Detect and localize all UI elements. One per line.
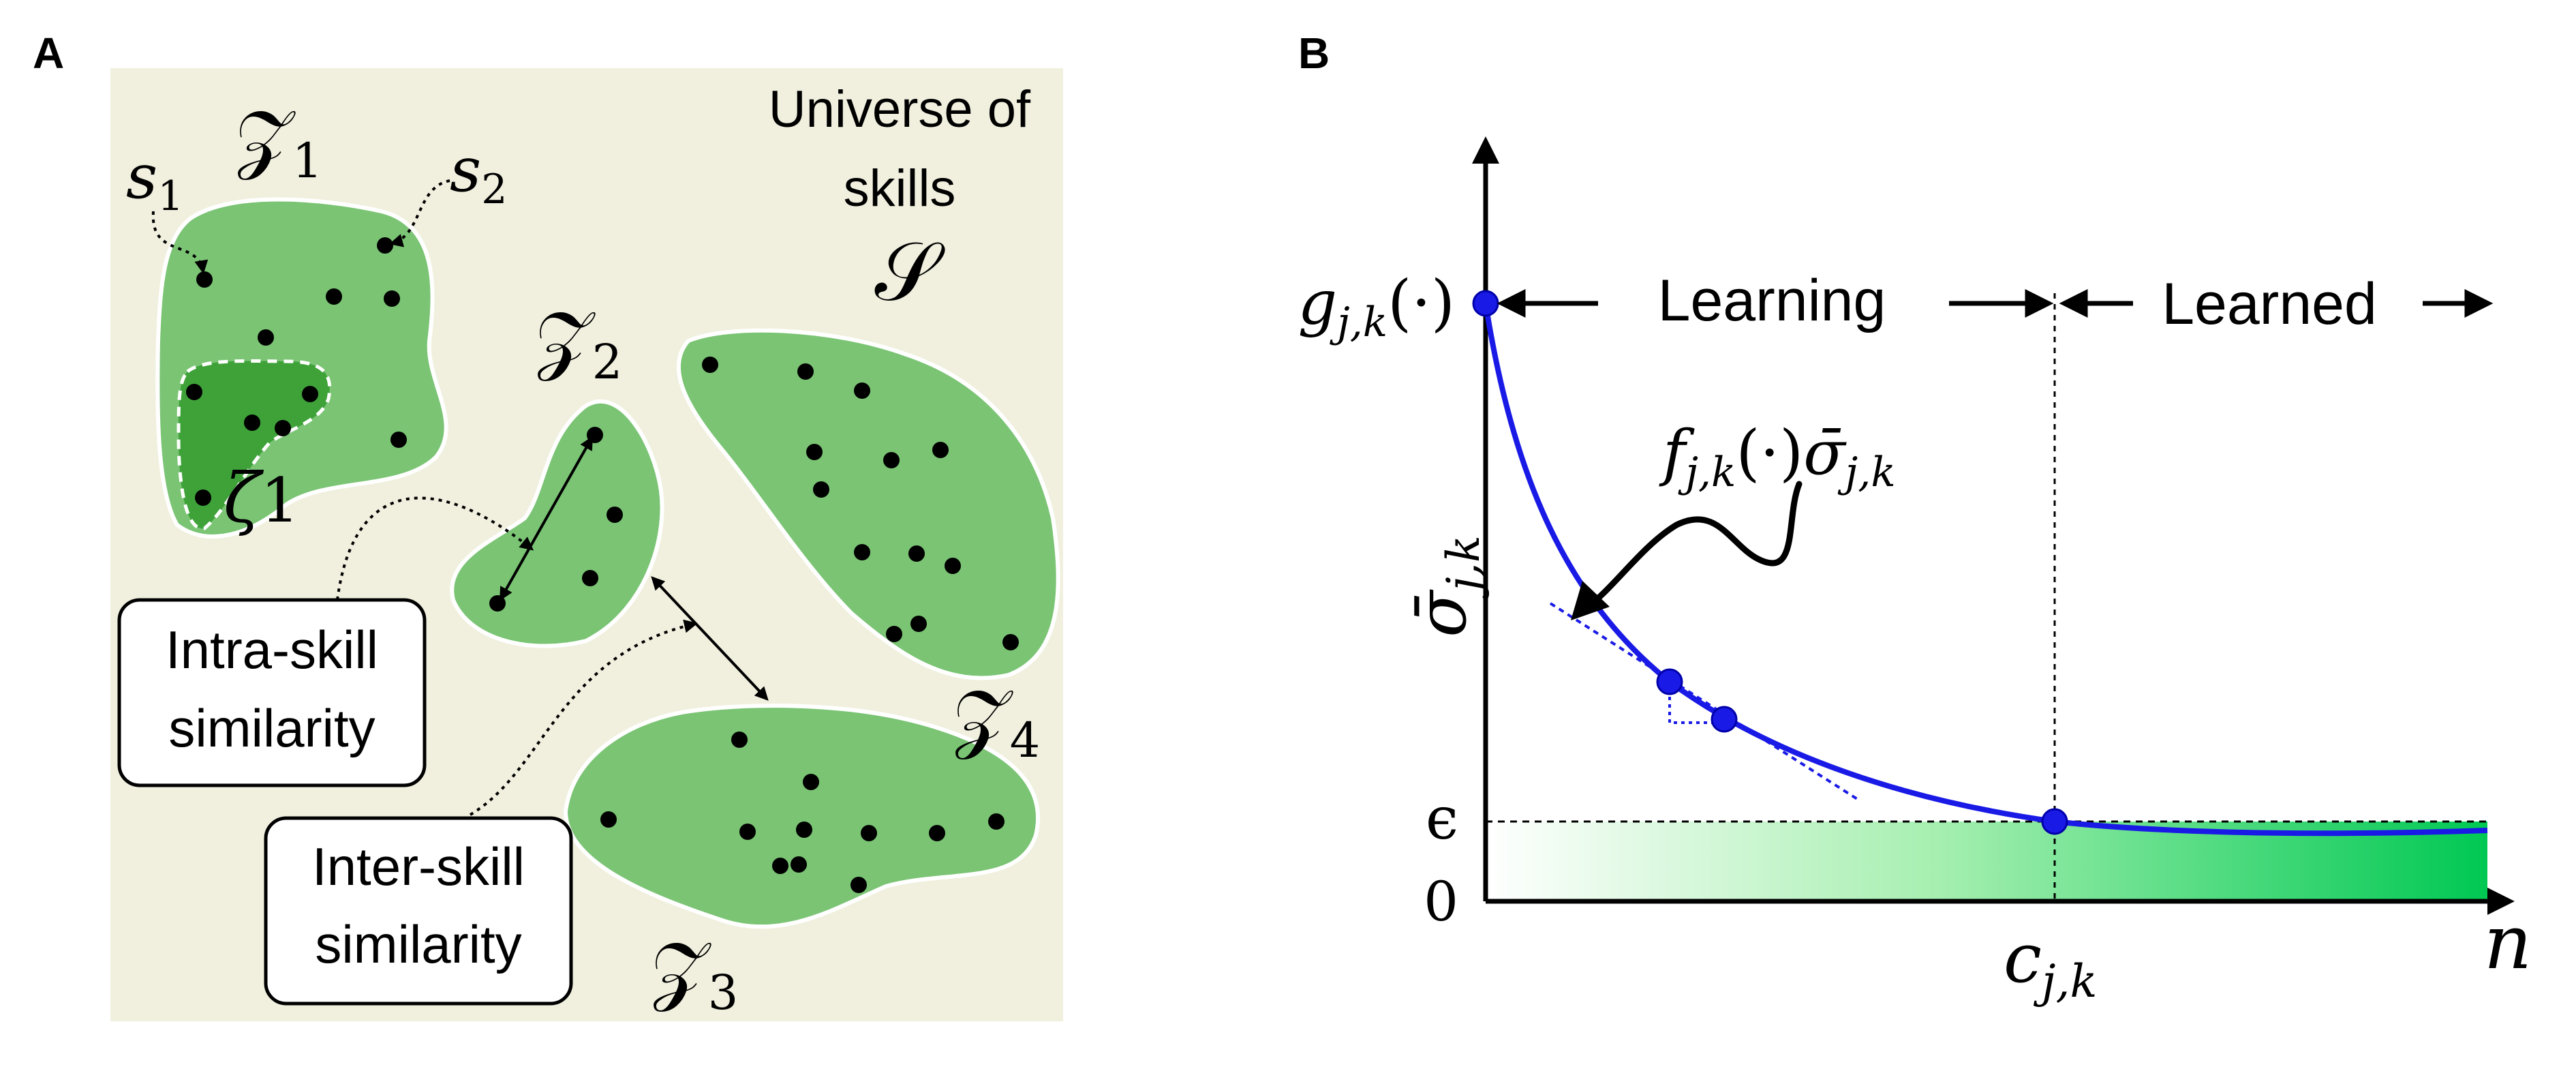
- sample-dot: [803, 774, 819, 790]
- sample-dot: [702, 357, 718, 373]
- slope-triangle: [1668, 682, 1724, 724]
- panel-b-letter: B: [1298, 29, 1330, 78]
- sample-dot: [945, 558, 961, 574]
- tangent-line: [1549, 602, 1862, 802]
- subskill-label-zeta1: ζ1: [224, 458, 299, 538]
- panel-a: A Universe of skills 𝒮: [33, 29, 1063, 1021]
- learning-curve: [1483, 303, 2488, 837]
- annotation-pointer-head: [1571, 581, 1610, 620]
- x-axis-label: n: [2484, 899, 2532, 986]
- inter-skill-similarity-box: Inter-skill similarity: [264, 816, 573, 1006]
- sample-dot: [854, 382, 870, 399]
- s1-pointer: [151, 211, 209, 274]
- panel-b: B Learning Learned gj,k(·) ϵ 0: [1298, 29, 2532, 1008]
- sample-dot: [813, 481, 829, 498]
- y-tick-zero: 0: [1424, 870, 1458, 933]
- sample-label-s1: s1: [126, 141, 183, 220]
- sample-dot: [244, 415, 260, 431]
- sample-dot: [932, 442, 949, 458]
- universe-title-line2: skills: [844, 160, 956, 217]
- sample-dot: [861, 825, 877, 841]
- intra-box-line2: similarity: [168, 698, 375, 758]
- y-tick-epsilon: ϵ: [1426, 785, 1458, 853]
- convergence-point: [2041, 808, 2068, 835]
- y-axis-label: σ̄j,k: [1402, 535, 1490, 637]
- sample-dot: [196, 271, 213, 288]
- universe-symbol: 𝒮: [875, 225, 946, 320]
- curve-annotation: fj,k(·)σ̄j,k: [1659, 417, 1896, 496]
- annotation-pointer: [1584, 481, 1803, 610]
- tangent-point-1: [1656, 668, 1683, 695]
- inter-box-line2: similarity: [315, 914, 521, 974]
- skill-region-z3: [563, 704, 1041, 929]
- sample-dot: [731, 732, 748, 748]
- learned-label: Learned: [2162, 271, 2377, 337]
- sample-dot: [302, 386, 318, 402]
- sample-dot: [910, 616, 927, 632]
- sample-dot: [377, 237, 393, 254]
- sample-dot: [791, 856, 807, 873]
- panel-a-letter: A: [33, 29, 64, 78]
- sample-dot: [908, 545, 925, 562]
- intra-similarity-arrow: [500, 436, 593, 601]
- sample-dot: [988, 813, 1005, 830]
- sample-dot: [258, 329, 274, 346]
- svg-text:s1: s1: [126, 141, 183, 220]
- intra-pointer: [336, 496, 534, 601]
- y-tick-g: gj,k(·): [1298, 267, 1455, 346]
- skill-label-z3: 𝒵3: [651, 926, 738, 1021]
- svg-text:𝒵1: 𝒵1: [235, 94, 322, 189]
- svg-text:s2: s2: [450, 134, 507, 213]
- s2-pointer: [389, 179, 450, 247]
- inter-pointer: [469, 619, 698, 816]
- learning-label: Learning: [1658, 268, 1886, 333]
- skill-region-z4: [676, 328, 1060, 680]
- sample-dot: [806, 444, 823, 460]
- svg-text:𝒵2: 𝒵2: [535, 295, 622, 390]
- sample-dot: [1002, 634, 1019, 650]
- intra-box-line1: Intra-skill: [166, 620, 378, 680]
- sample-dot: [739, 824, 756, 840]
- y-axis-arrowhead: [1472, 136, 1499, 164]
- sample-dot: [850, 877, 867, 893]
- x-axis-arrowhead: [2487, 888, 2515, 915]
- subskill-region-zeta1: [177, 359, 332, 530]
- svg-text:𝒵4: 𝒵4: [953, 674, 1040, 768]
- sample-dot: [275, 420, 291, 436]
- svg-text:ζ1: ζ1: [224, 458, 299, 538]
- x-tick-cjk: cj,k: [2004, 918, 2097, 1008]
- skill-label-z1: 𝒵1: [235, 94, 322, 189]
- inter-box-line1: Inter-skill: [312, 837, 525, 897]
- sample-dot: [326, 288, 342, 305]
- universe-title-line1: Universe of: [769, 80, 1031, 138]
- skill-label-z2: 𝒵2: [535, 295, 622, 390]
- sample-dot: [195, 490, 211, 506]
- svg-text:𝒵3: 𝒵3: [651, 926, 738, 1021]
- intra-skill-similarity-box: Intra-skill similarity: [117, 598, 427, 787]
- sample-dot: [797, 363, 814, 380]
- start-point: [1472, 290, 1499, 317]
- inter-similarity-arrow: [651, 576, 769, 701]
- sample-dot: [390, 432, 407, 448]
- sample-dot: [883, 452, 900, 468]
- sample-dot: [582, 570, 598, 586]
- sample-dot: [796, 822, 812, 838]
- sample-dot: [854, 544, 870, 560]
- sample-dot: [186, 384, 202, 400]
- sample-dot: [607, 507, 623, 523]
- sample-dot: [886, 626, 902, 642]
- tangent-point-2: [1711, 706, 1738, 733]
- sample-dot: [384, 290, 400, 307]
- sample-dot: [489, 595, 506, 612]
- sample-dot: [600, 811, 617, 828]
- sample-label-s2: s2: [450, 134, 507, 213]
- sample-dot: [929, 825, 945, 841]
- skill-label-z4: 𝒵4: [953, 674, 1040, 768]
- sample-dot: [772, 858, 788, 874]
